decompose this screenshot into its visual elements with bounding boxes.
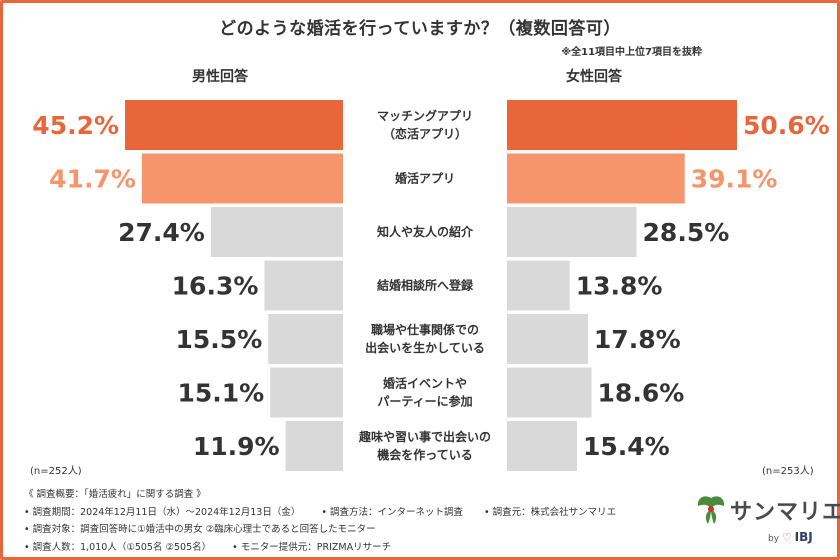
heart-icon: ♡ xyxy=(781,531,792,544)
female-bar xyxy=(507,153,685,204)
category-label: パーティーに参加 xyxy=(377,394,472,409)
chart-title: どのような婚活を行っていますか？（複数回答可） xyxy=(219,19,621,39)
category-label: 婚活アプリ xyxy=(395,171,455,186)
female-value-label: 13.8% xyxy=(576,272,663,301)
male-bar xyxy=(285,421,343,471)
category-label: 知人や友人の紹介 xyxy=(376,224,474,239)
male-value-label: 41.7% xyxy=(49,165,136,194)
female-value-label: 50.6% xyxy=(743,111,830,140)
category-label: 職場や仕事関係での xyxy=(371,322,479,337)
footer-line-2: • 調査期間：2024年12月11日（水）～2024年12月13日（金） • 調… xyxy=(24,504,634,522)
male-column-header: 男性回答 xyxy=(192,69,248,85)
male-value-label: 15.5% xyxy=(176,325,263,354)
male-bar xyxy=(268,314,343,364)
female-column-header: 女性回答 xyxy=(566,69,622,85)
female-value-label: 18.6% xyxy=(598,379,685,408)
category-label: 機会を作っている xyxy=(377,447,472,462)
logo-name: サンマリエ xyxy=(730,500,840,525)
female-bar xyxy=(507,260,570,311)
male-sample-size: (n=252人) xyxy=(30,466,82,477)
sunmarie-logo: サンマリエ by ♡ IBJ xyxy=(694,490,840,550)
female-bar xyxy=(507,421,577,471)
female-bar xyxy=(507,367,592,418)
male-value-label: 11.9% xyxy=(193,432,280,461)
category-label: 趣味や習い事で出会いの xyxy=(358,429,491,444)
survey-footer: 《 調査概要：「婚活疲れ」に関する調査 》 • 調査期間：2024年12月11日… xyxy=(24,486,634,556)
male-value-label: 45.2% xyxy=(32,111,119,140)
footer-provider: • モニター提供元：PRIZMAリサーチ xyxy=(232,541,392,553)
male-bar xyxy=(210,207,343,257)
footer-line-1: 《 調査概要：「婚活疲れ」に関する調査 》 xyxy=(24,486,634,504)
footer-line-3: • 調査対象：調査回答時に①婚活中の男女 ②臨床心理士であると回答したモニター xyxy=(24,521,634,539)
female-bar xyxy=(507,100,737,150)
footer-survey-title: 《 調査概要：「婚活疲れ」に関する調査 》 xyxy=(24,489,206,500)
male-value-label: 15.1% xyxy=(177,379,264,408)
chart-note: ※全11項目中上位7項目を抜粋 xyxy=(561,47,702,58)
male-bar xyxy=(270,367,343,418)
female-value-label: 17.8% xyxy=(594,325,681,354)
footer-method: • 調査方法：インターネット調査 xyxy=(321,506,463,518)
female-value-label: 39.1% xyxy=(691,165,778,194)
footer-count: • 調査人数：1,010人（①505名 ②505名） xyxy=(24,541,212,553)
male-bar xyxy=(125,100,344,150)
footer-target: • 調査対象：調査回答時に①婚活中の男女 ②臨床心理士であると回答したモニター xyxy=(24,524,376,535)
female-value-label: 28.5% xyxy=(643,218,730,247)
logo-by-ibj: by ♡ IBJ xyxy=(768,530,813,544)
logo-ibj: IBJ xyxy=(794,530,813,544)
footer-source: • 調査元：株式会社サンマリエ xyxy=(484,506,617,518)
category-label: 結婚相談所へ登録 xyxy=(377,278,474,293)
male-bar xyxy=(141,153,343,204)
category-label: マッチングアプリ xyxy=(377,108,473,123)
male-bar xyxy=(264,260,343,311)
female-bar xyxy=(507,314,588,364)
leaf-icon xyxy=(697,496,725,524)
female-sample-size: (n=253人) xyxy=(762,466,814,477)
female-value-label: 15.4% xyxy=(583,432,670,461)
logo-by-text: by xyxy=(768,534,780,544)
category-label: （恋活アプリ） xyxy=(383,126,467,141)
female-bar xyxy=(507,207,637,257)
footer-period: • 調査期間：2024年12月11日（水）～2024年12月13日（金） xyxy=(24,506,301,518)
category-label: 婚活イベントや xyxy=(383,376,467,391)
male-value-label: 16.3% xyxy=(172,272,259,301)
male-value-label: 27.4% xyxy=(118,218,205,247)
category-label: 出会いを生かしている xyxy=(365,340,485,355)
footer-line-4: • 調査人数：1,010人（①505名 ②505名） • モニター提供元：PRI… xyxy=(24,539,634,557)
